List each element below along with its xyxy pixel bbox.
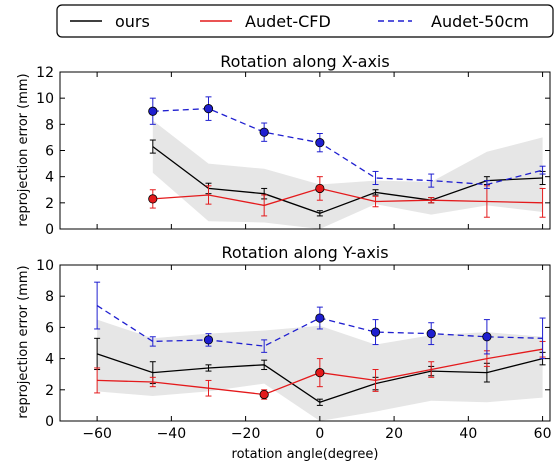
y-tick-label: 6: [45, 144, 54, 160]
panel-x-variance-band: [152, 120, 543, 229]
y-tick-label: 10: [36, 258, 54, 274]
data-point-audet-50cm: [426, 329, 436, 339]
data-point-audet-cfd: [315, 368, 325, 378]
data-point-audet-50cm: [203, 104, 214, 114]
y-tick-label: 4: [45, 352, 54, 368]
data-point-audet-cfd: [259, 389, 269, 400]
panel-y-frame: [59, 264, 551, 422]
data-point-audet-50cm: [315, 138, 325, 148]
data-point-audet-50cm: [482, 332, 492, 342]
series-line-audet-50cm: [152, 107, 543, 186]
x-tick-label: 40: [459, 426, 477, 442]
y-tick-label: 12: [36, 65, 54, 81]
data-point-audet-cfd: [315, 183, 325, 194]
data-point-audet-50cm: [148, 106, 158, 116]
legend-label-ours: ours: [115, 12, 150, 31]
panel-y-title: Rotation along Y-axis: [221, 243, 388, 262]
x-tick-label: −60: [82, 426, 112, 442]
y-tick-label: 2: [45, 383, 54, 399]
y-tick-label: 6: [45, 320, 54, 336]
x-tick-label: 0: [315, 426, 324, 442]
y-tick-label: 0: [45, 414, 54, 430]
series-line-audet-cfd: [152, 187, 543, 207]
legend-label-audet-cfd: Audet-CFD: [245, 12, 331, 31]
panel-y-ylabel: reprojection error (mm): [16, 265, 31, 418]
x-tick-label: −20: [231, 426, 261, 442]
x-tick-label: 60: [534, 426, 552, 442]
legend-label-audet-50cm: Audet-50cm: [431, 12, 529, 31]
y-tick-label: 8: [45, 117, 54, 133]
y-tick-label: 2: [45, 196, 54, 212]
x-tick-label: −40: [157, 426, 187, 442]
panel-x-title: Rotation along X-axis: [220, 52, 389, 71]
panel-x-plot: 0 2 4 6 8 10 12: [36, 65, 551, 238]
panel-x-ylabel: reprojection error (mm): [16, 73, 31, 226]
data-point-audet-50cm: [203, 335, 214, 345]
data-point-audet-50cm: [259, 127, 269, 137]
data-point-audet-cfd: [148, 194, 158, 204]
data-point-audet-50cm: [315, 313, 325, 323]
panel-x-axis: Rotation along X-axis reprojection error…: [16, 52, 551, 238]
y-tick-label: 0: [45, 222, 54, 238]
x-tick-label: 20: [385, 426, 403, 442]
panel-y-xlabel: rotation angle(degree): [232, 447, 379, 462]
legend-box: [56, 4, 554, 38]
data-point-audet-50cm: [370, 327, 381, 337]
panel-y-plot: 0 2 4 6 8 10 −60 −40 −20 0 20 40 60: [36, 258, 551, 442]
y-tick-label: 4: [45, 170, 54, 186]
panel-y-axis: Rotation along Y-axis reprojection error…: [16, 243, 551, 462]
y-tick-label: 8: [45, 289, 54, 305]
y-tick-label: 10: [36, 91, 54, 107]
legend: ours Audet-CFD Audet-50cm: [56, 4, 554, 38]
